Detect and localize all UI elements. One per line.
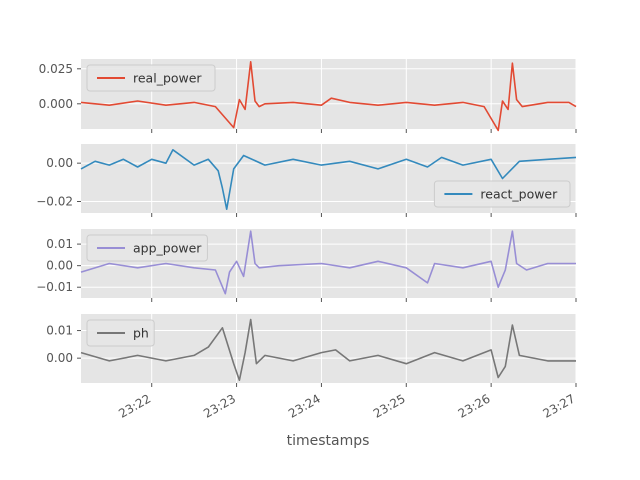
panel-real_power: 0.000 0.025 real_power <box>39 59 577 133</box>
plot-background <box>81 314 576 383</box>
y-tick-label: 0.01 <box>46 324 73 338</box>
legend-box <box>433 180 571 208</box>
y-tick-label: 0.025 <box>39 62 73 76</box>
x-tick-label: 23:25 <box>371 391 408 420</box>
series-line-app_power <box>80 230 576 295</box>
x-tick-label: 23:26 <box>456 391 493 420</box>
x-tick-label: 23:24 <box>286 391 323 420</box>
series-line-real_power <box>80 60 577 132</box>
series-line-react_power <box>80 149 577 210</box>
y-tick-label: 0.00 <box>46 259 73 273</box>
legend: app_power <box>86 234 208 262</box>
panel-react_power: −0.02 0.00 react_power <box>36 144 577 217</box>
legend-label: react_power <box>480 187 558 202</box>
legend: react_power <box>433 180 571 208</box>
panels-group: 0.000 0.025 real_power −0.02 0.00 react_power… <box>36 59 577 387</box>
legend-label: ph <box>133 326 149 341</box>
x-tick-label: 23:23 <box>201 391 238 420</box>
y-tick-label: −0.01 <box>36 280 73 294</box>
legend-box <box>86 64 216 92</box>
legend: real_power <box>86 64 216 92</box>
panel-ph: 0.00 0.01 ph <box>46 314 577 387</box>
x-tick-label: 23:22 <box>116 391 153 420</box>
y-tick-label: 0.00 <box>46 156 73 170</box>
series-line-ph <box>80 318 576 382</box>
x-axis: 23:22 23:23 23:24 23:25 23:26 23:27 <box>116 391 577 420</box>
x-axis-label: timestamps <box>287 433 370 449</box>
legend: ph <box>86 319 155 347</box>
legend-label: app_power <box>133 241 202 256</box>
y-tick-label: 0.000 <box>39 97 73 111</box>
legend-label: real_power <box>133 71 202 86</box>
x-tick-label: 23:27 <box>541 391 578 420</box>
y-tick-label: 0.00 <box>46 351 73 365</box>
y-tick-label: −0.02 <box>36 195 73 209</box>
legend-box <box>86 234 208 262</box>
y-tick-label: 0.01 <box>46 237 73 251</box>
panel-app_power: −0.01 0.00 0.01 app_power <box>36 229 577 302</box>
